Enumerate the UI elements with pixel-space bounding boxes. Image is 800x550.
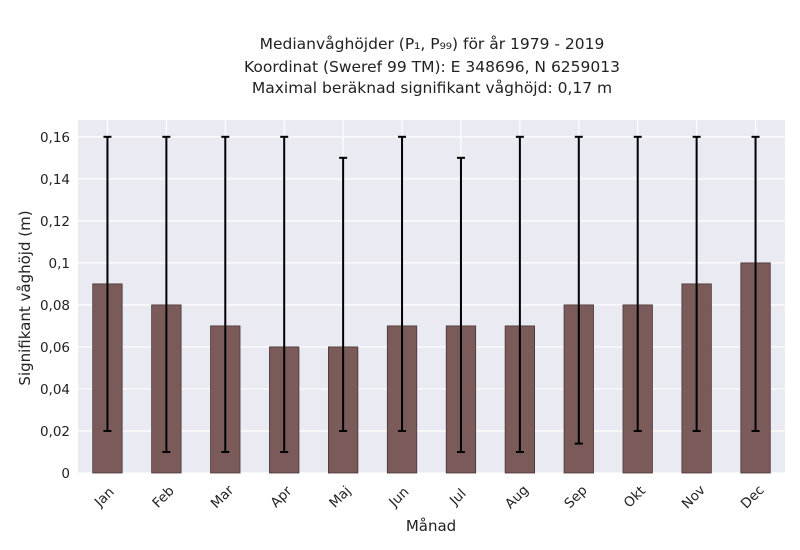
- y-tick-label: 0,12: [40, 214, 70, 230]
- x-tick-label: Apr: [267, 483, 295, 511]
- x-tick-label: Maj: [326, 483, 354, 511]
- x-tick-label: Nov: [679, 482, 709, 512]
- y-tick-label: 0,06: [40, 340, 70, 356]
- x-tick-label: Jul: [446, 486, 470, 510]
- y-tick-label: 0,1: [49, 256, 70, 272]
- chart-title-line-1: Medianvåghöjder (P₁, P₉₉) för år 1979 - …: [259, 35, 605, 53]
- x-tick-label: Mar: [208, 482, 238, 512]
- error-bars: [103, 135, 760, 453]
- y-tick-labels: 0 0,02 0,04 0,06 0,08 0,1 0,12 0,14 0,16: [40, 130, 70, 482]
- y-tick-label: 0,14: [40, 172, 70, 188]
- x-tick-label: Okt: [621, 483, 649, 511]
- x-tick-label: Dec: [738, 482, 768, 512]
- y-tick-label: 0,16: [40, 130, 70, 146]
- y-tick-label: 0,02: [40, 424, 70, 440]
- x-tick-label: Aug: [502, 482, 532, 512]
- plot-background: [78, 120, 785, 473]
- x-axis-label: Månad: [406, 517, 456, 535]
- x-tick-label: Jan: [91, 484, 118, 511]
- x-tick-label: Feb: [149, 483, 177, 511]
- y-axis-label: Signifikant våghöjd (m): [16, 210, 34, 385]
- y-tick-label: 0,08: [40, 298, 70, 314]
- x-tick-label: Sep: [561, 483, 590, 512]
- y-tick-label: 0: [61, 466, 70, 482]
- chart-title-line-3: Maximal beräknad signifikant våghöjd: 0,…: [251, 79, 613, 97]
- y-tick-label: 0,04: [40, 382, 70, 398]
- x-tick-label: Jun: [385, 484, 412, 511]
- x-tick-labels: Jan Feb Mar Apr Maj Jun Jul Aug Sep Okt Nov Dec: [91, 482, 768, 512]
- chart-title-line-2: Koordinat (Sweref 99 TM): E 348696, N 62…: [244, 58, 620, 76]
